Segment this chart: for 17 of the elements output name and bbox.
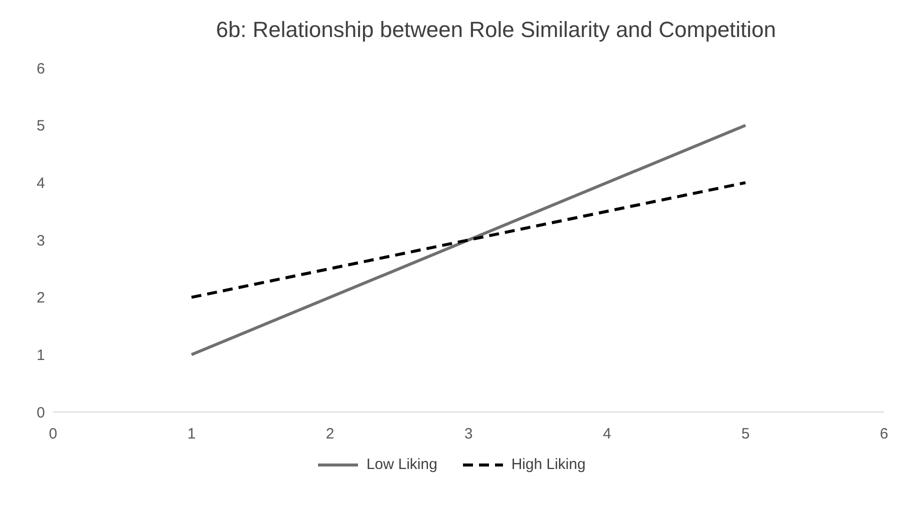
- y-tick-label: 1: [36, 346, 45, 364]
- legend-label: High Liking: [511, 456, 586, 473]
- x-tick-label: 1: [187, 426, 196, 443]
- y-tick-label: 4: [36, 174, 45, 192]
- x-tick-label: 0: [48, 426, 58, 443]
- x-tick-label: 2: [326, 426, 334, 443]
- y-tick-label: 6: [36, 60, 45, 78]
- y-tick-label: 3: [36, 232, 45, 250]
- x-tick-label: 4: [602, 426, 612, 443]
- y-tick-label: 5: [36, 118, 45, 135]
- x-tick-label: 6: [880, 426, 888, 443]
- x-tick-label: 5: [741, 426, 750, 443]
- x-tick-label: 3: [464, 426, 473, 443]
- chart-title: 6b: Relationship between Role Similarity and Competition: [214, 16, 778, 44]
- y-tick-label: 0: [36, 404, 45, 422]
- legend-label: Low Liking: [366, 456, 438, 473]
- y-tick-label: 2: [36, 290, 45, 307]
